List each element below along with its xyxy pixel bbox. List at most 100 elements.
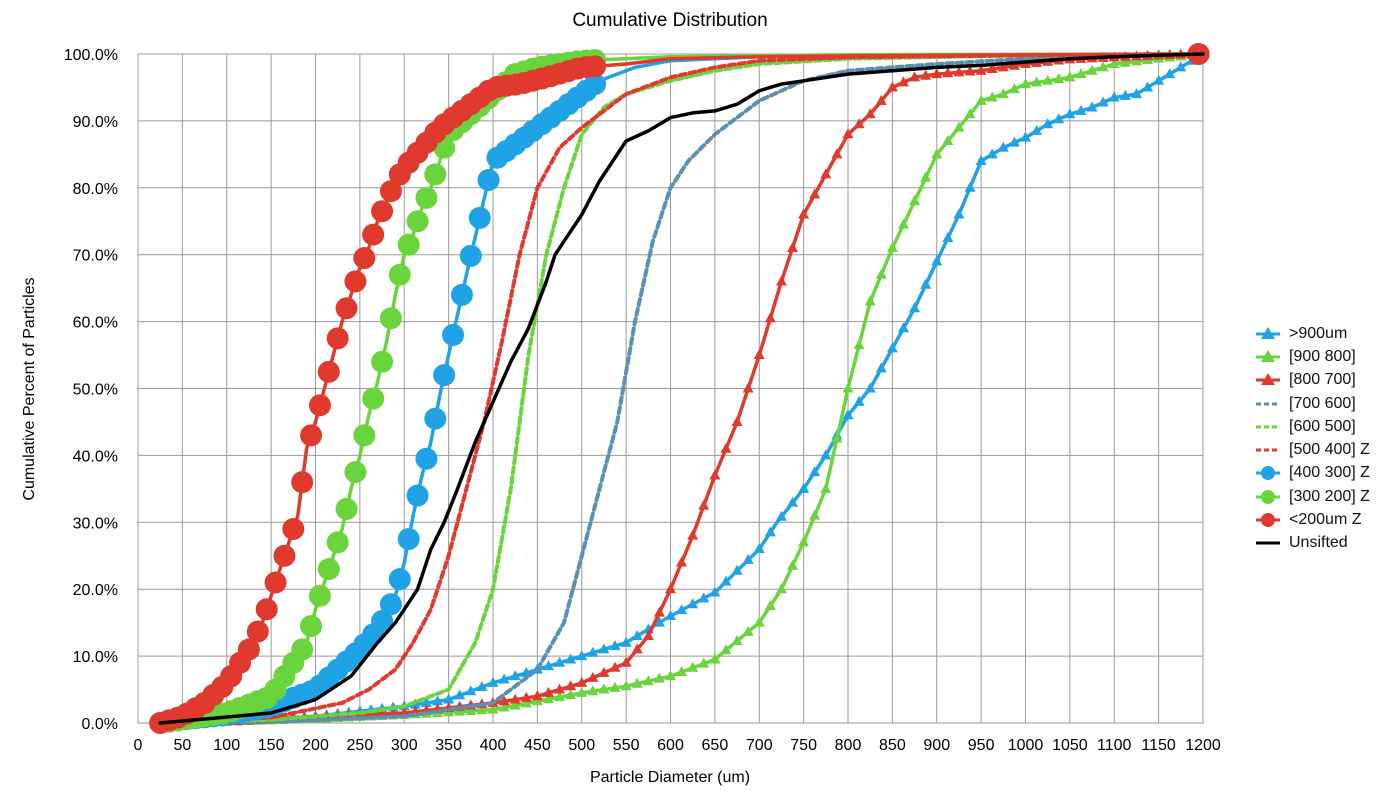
- x-tick-label: 1150: [1141, 737, 1176, 754]
- data-point: [388, 263, 411, 286]
- data-point: [831, 148, 843, 159]
- y-tick-label: 100.0%: [64, 47, 118, 64]
- y-tick-label: 30.0%: [73, 515, 118, 532]
- data-point: [964, 108, 976, 119]
- legend: >900um [900 800] [800 700] [700 600] [600 50…: [1255, 322, 1370, 555]
- data-point: [920, 69, 932, 80]
- data-point: [454, 689, 466, 700]
- data-point: [809, 466, 821, 477]
- data-point: [1020, 131, 1031, 142]
- x-tick-label: 750: [790, 737, 817, 754]
- data-point: [1075, 104, 1087, 115]
- data-point: [1153, 74, 1165, 85]
- data-point: [842, 409, 854, 420]
- data-point: [709, 586, 721, 597]
- data-point: [1086, 64, 1098, 75]
- data-point: [853, 339, 865, 350]
- data-point: [997, 61, 1009, 72]
- data-point: [246, 620, 269, 643]
- data-point: [609, 640, 621, 651]
- data-point: [1175, 61, 1187, 72]
- data-point: [379, 307, 402, 330]
- data-point: [520, 697, 532, 708]
- data-point: [498, 673, 510, 684]
- data-point: [864, 295, 876, 306]
- data-point: [565, 680, 577, 691]
- data-point: [753, 616, 765, 627]
- data-point: [584, 55, 607, 78]
- legend-swatch: [1256, 326, 1280, 339]
- data-point: [787, 559, 799, 570]
- data-point: [308, 394, 331, 417]
- data-point: [931, 68, 943, 79]
- data-point: [864, 382, 876, 393]
- data-point: [787, 496, 799, 507]
- tick-labels: 0 50 100 150 200 250 300 350 400 450 500 550 600 650 7…: [64, 47, 1221, 754]
- data-point: [317, 558, 340, 581]
- data-point: [353, 247, 376, 270]
- data-point: [443, 693, 455, 704]
- data-point: [931, 255, 943, 266]
- data-point: [953, 66, 965, 77]
- data-point: [665, 609, 676, 620]
- data-point: [975, 94, 987, 105]
- data-point: [520, 691, 532, 702]
- data-point: [687, 529, 699, 540]
- data-point: [942, 231, 954, 242]
- data-point: [554, 683, 566, 694]
- legend-item: [600 500]: [1255, 415, 1370, 438]
- data-point: [291, 638, 314, 661]
- data-point: [875, 362, 887, 373]
- x-tick-label: 850: [879, 737, 906, 754]
- data-point: [576, 686, 588, 697]
- data-point: [1097, 61, 1109, 72]
- legend-swatch: [1256, 513, 1280, 528]
- data-point: [731, 415, 743, 426]
- y-tick-label: 60.0%: [73, 315, 118, 332]
- data-point: [498, 701, 510, 712]
- data-point: [798, 208, 810, 219]
- data-point: [676, 665, 688, 676]
- data-point: [665, 583, 676, 594]
- data-point: [997, 88, 1009, 99]
- data-point: [335, 297, 358, 320]
- data-point: [687, 661, 699, 672]
- data-point: [897, 76, 909, 87]
- data-point: [909, 195, 921, 206]
- data-point: [565, 653, 577, 664]
- x-tick-label: 200: [302, 737, 329, 754]
- data-point: [731, 635, 743, 646]
- data-point: [642, 675, 654, 686]
- y-tick-label: 10.0%: [73, 649, 118, 666]
- data-point: [397, 233, 420, 256]
- data-point: [653, 616, 665, 627]
- series-line: [158, 52, 1205, 725]
- data-point: [975, 155, 987, 166]
- data-point: [709, 653, 721, 664]
- data-point: [432, 695, 444, 706]
- legend-swatch: [1256, 466, 1280, 481]
- x-tick-label: 300: [391, 737, 418, 754]
- data-point: [1042, 74, 1054, 85]
- data-point: [842, 128, 854, 139]
- series-9: [158, 52, 1205, 725]
- x-tick-label: 700: [746, 737, 773, 754]
- data-point: [986, 63, 998, 74]
- data-point: [1108, 91, 1120, 102]
- data-point: [273, 544, 296, 567]
- data-point: [853, 395, 865, 406]
- data-point: [397, 528, 420, 551]
- legend-label: <200um Z: [1289, 511, 1362, 529]
- data-point: [1130, 55, 1142, 66]
- data-point: [1064, 108, 1076, 119]
- data-point: [775, 583, 787, 594]
- data-point: [300, 424, 323, 447]
- data-point: [720, 644, 732, 655]
- data-point: [853, 118, 865, 129]
- data-point: [433, 364, 456, 387]
- legend-item: [500 400] Z: [1255, 438, 1370, 461]
- legend-label: [800 700]: [1289, 371, 1356, 389]
- y-tick-label: 90.0%: [73, 114, 118, 131]
- legend-swatch: [1256, 541, 1280, 545]
- data-point: [598, 666, 610, 677]
